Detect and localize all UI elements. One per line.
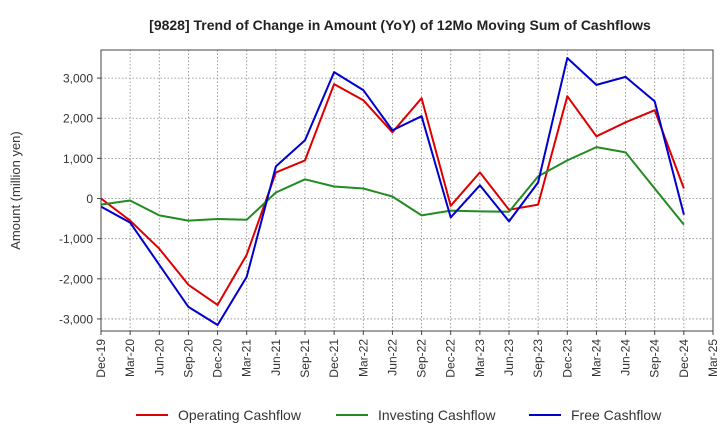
y-tick-label: 0 xyxy=(86,192,93,206)
grid-lines xyxy=(100,50,714,331)
x-tick-label: Sep-20 xyxy=(181,339,195,378)
x-tick-label: Mar-20 xyxy=(123,339,137,377)
x-tick-label: Dec-24 xyxy=(677,339,691,378)
series-line-investing-cashflow xyxy=(100,146,685,226)
x-tick-label: Mar-21 xyxy=(240,339,254,377)
legend-label-investing-cashflow: Investing Cashflow xyxy=(378,407,496,423)
x-tick-label: Jun-22 xyxy=(385,339,399,376)
x-tick-label: Jun-21 xyxy=(269,339,283,376)
x-tick-label: Jun-24 xyxy=(619,339,633,376)
x-tick-label: Mar-24 xyxy=(589,339,603,377)
series-lines xyxy=(100,57,685,326)
series-line-operating-cashflow xyxy=(100,83,685,306)
chart-title: [9828] Trend of Change in Amount (YoY) o… xyxy=(149,17,651,33)
y-tick-label: 2,000 xyxy=(63,112,93,126)
x-tick-label: Dec-20 xyxy=(211,339,225,378)
x-tick-label: Jun-20 xyxy=(152,339,166,376)
x-tick-label: Mar-25 xyxy=(706,339,720,377)
legend-label-operating-cashflow: Operating Cashflow xyxy=(178,407,302,423)
legend: Operating Cashflow Investing Cashflow Free… xyxy=(136,407,662,423)
x-tick-label: Mar-22 xyxy=(356,339,370,377)
x-tick-label: Sep-24 xyxy=(648,339,662,378)
y-axis-label: Amount (million yen) xyxy=(8,131,23,250)
plot-frame xyxy=(100,49,714,332)
axes: 3,000 2,000 1,000 0 -1,000 -2,000 -3,000Dec-19… xyxy=(59,72,720,378)
x-tick-label: Jun-23 xyxy=(502,339,516,376)
y-tick-label: -3,000 xyxy=(59,312,93,326)
y-tick-label: -2,000 xyxy=(59,272,93,286)
legend-label-free-cashflow: Free Cashflow xyxy=(571,407,662,423)
y-tick-label: 1,000 xyxy=(63,152,93,166)
x-tick-label: Dec-21 xyxy=(327,339,341,378)
x-tick-label: Sep-23 xyxy=(531,339,545,378)
x-tick-label: Sep-22 xyxy=(415,339,429,378)
series-line-free-cashflow xyxy=(100,57,685,326)
x-tick-label: Dec-22 xyxy=(444,339,458,378)
y-tick-label: -1,000 xyxy=(59,232,93,246)
x-tick-label: Dec-23 xyxy=(560,339,574,378)
x-tick-label: Dec-19 xyxy=(94,339,108,378)
x-tick-label: Sep-21 xyxy=(298,339,312,378)
x-tick-label: Mar-23 xyxy=(473,339,487,377)
y-tick-label: 3,000 xyxy=(63,72,93,86)
